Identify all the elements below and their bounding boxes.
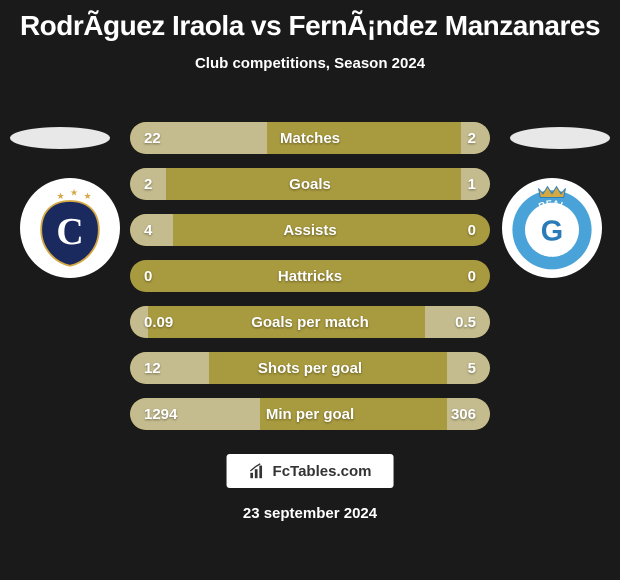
svg-text:G: G — [541, 216, 563, 248]
chart-icon — [249, 462, 267, 480]
stat-label: Matches — [130, 122, 490, 154]
stat-value-right: 0 — [468, 214, 476, 246]
stat-row: 22 Matches 2 — [130, 122, 490, 154]
stat-label: Min per goal — [130, 398, 490, 430]
spotlight-left — [10, 127, 110, 149]
stat-label: Hattricks — [130, 260, 490, 292]
spotlight-right — [510, 127, 610, 149]
stat-value-right: 1 — [468, 168, 476, 200]
real-garcilaso-badge-icon: REAL GARCILASO G — [507, 183, 597, 273]
stat-row: 1294 Min per goal 306 — [130, 398, 490, 430]
stat-value-right: 0 — [468, 260, 476, 292]
stat-label: Goals per match — [130, 306, 490, 338]
comparison-title: RodrÃ­guez Iraola vs FernÃ¡ndez Manzanar… — [0, 0, 620, 47]
svg-text:★: ★ — [70, 188, 78, 198]
stat-value-right: 2 — [468, 122, 476, 154]
stat-label: Assists — [130, 214, 490, 246]
stat-value-right: 5 — [468, 352, 476, 384]
stat-row: 12 Shots per goal 5 — [130, 352, 490, 384]
stat-value-right: 0.5 — [455, 306, 476, 338]
svg-text:C: C — [56, 211, 83, 253]
cienciano-badge-icon: ★ ★ ★ C — [25, 183, 115, 273]
stat-row: 4 Assists 0 — [130, 214, 490, 246]
team-badge-right: REAL GARCILASO G — [502, 178, 602, 278]
team-badge-left: ★ ★ ★ C — [20, 178, 120, 278]
stat-row: 2 Goals 1 — [130, 168, 490, 200]
svg-text:★: ★ — [84, 191, 92, 201]
footer-brand-text: FcTables.com — [273, 463, 372, 480]
stat-row: 0.09 Goals per match 0.5 — [130, 306, 490, 338]
footer-date: 23 september 2024 — [0, 505, 620, 522]
stats-container: 22 Matches 2 2 Goals 1 4 Assists 0 0 Hat… — [130, 122, 490, 444]
stat-row: 0 Hattricks 0 — [130, 260, 490, 292]
comparison-subtitle: Club competitions, Season 2024 — [0, 47, 620, 90]
stat-label: Goals — [130, 168, 490, 200]
stat-value-right: 306 — [451, 398, 476, 430]
svg-text:★: ★ — [57, 191, 65, 201]
stat-label: Shots per goal — [130, 352, 490, 384]
footer-brand[interactable]: FcTables.com — [227, 454, 394, 488]
